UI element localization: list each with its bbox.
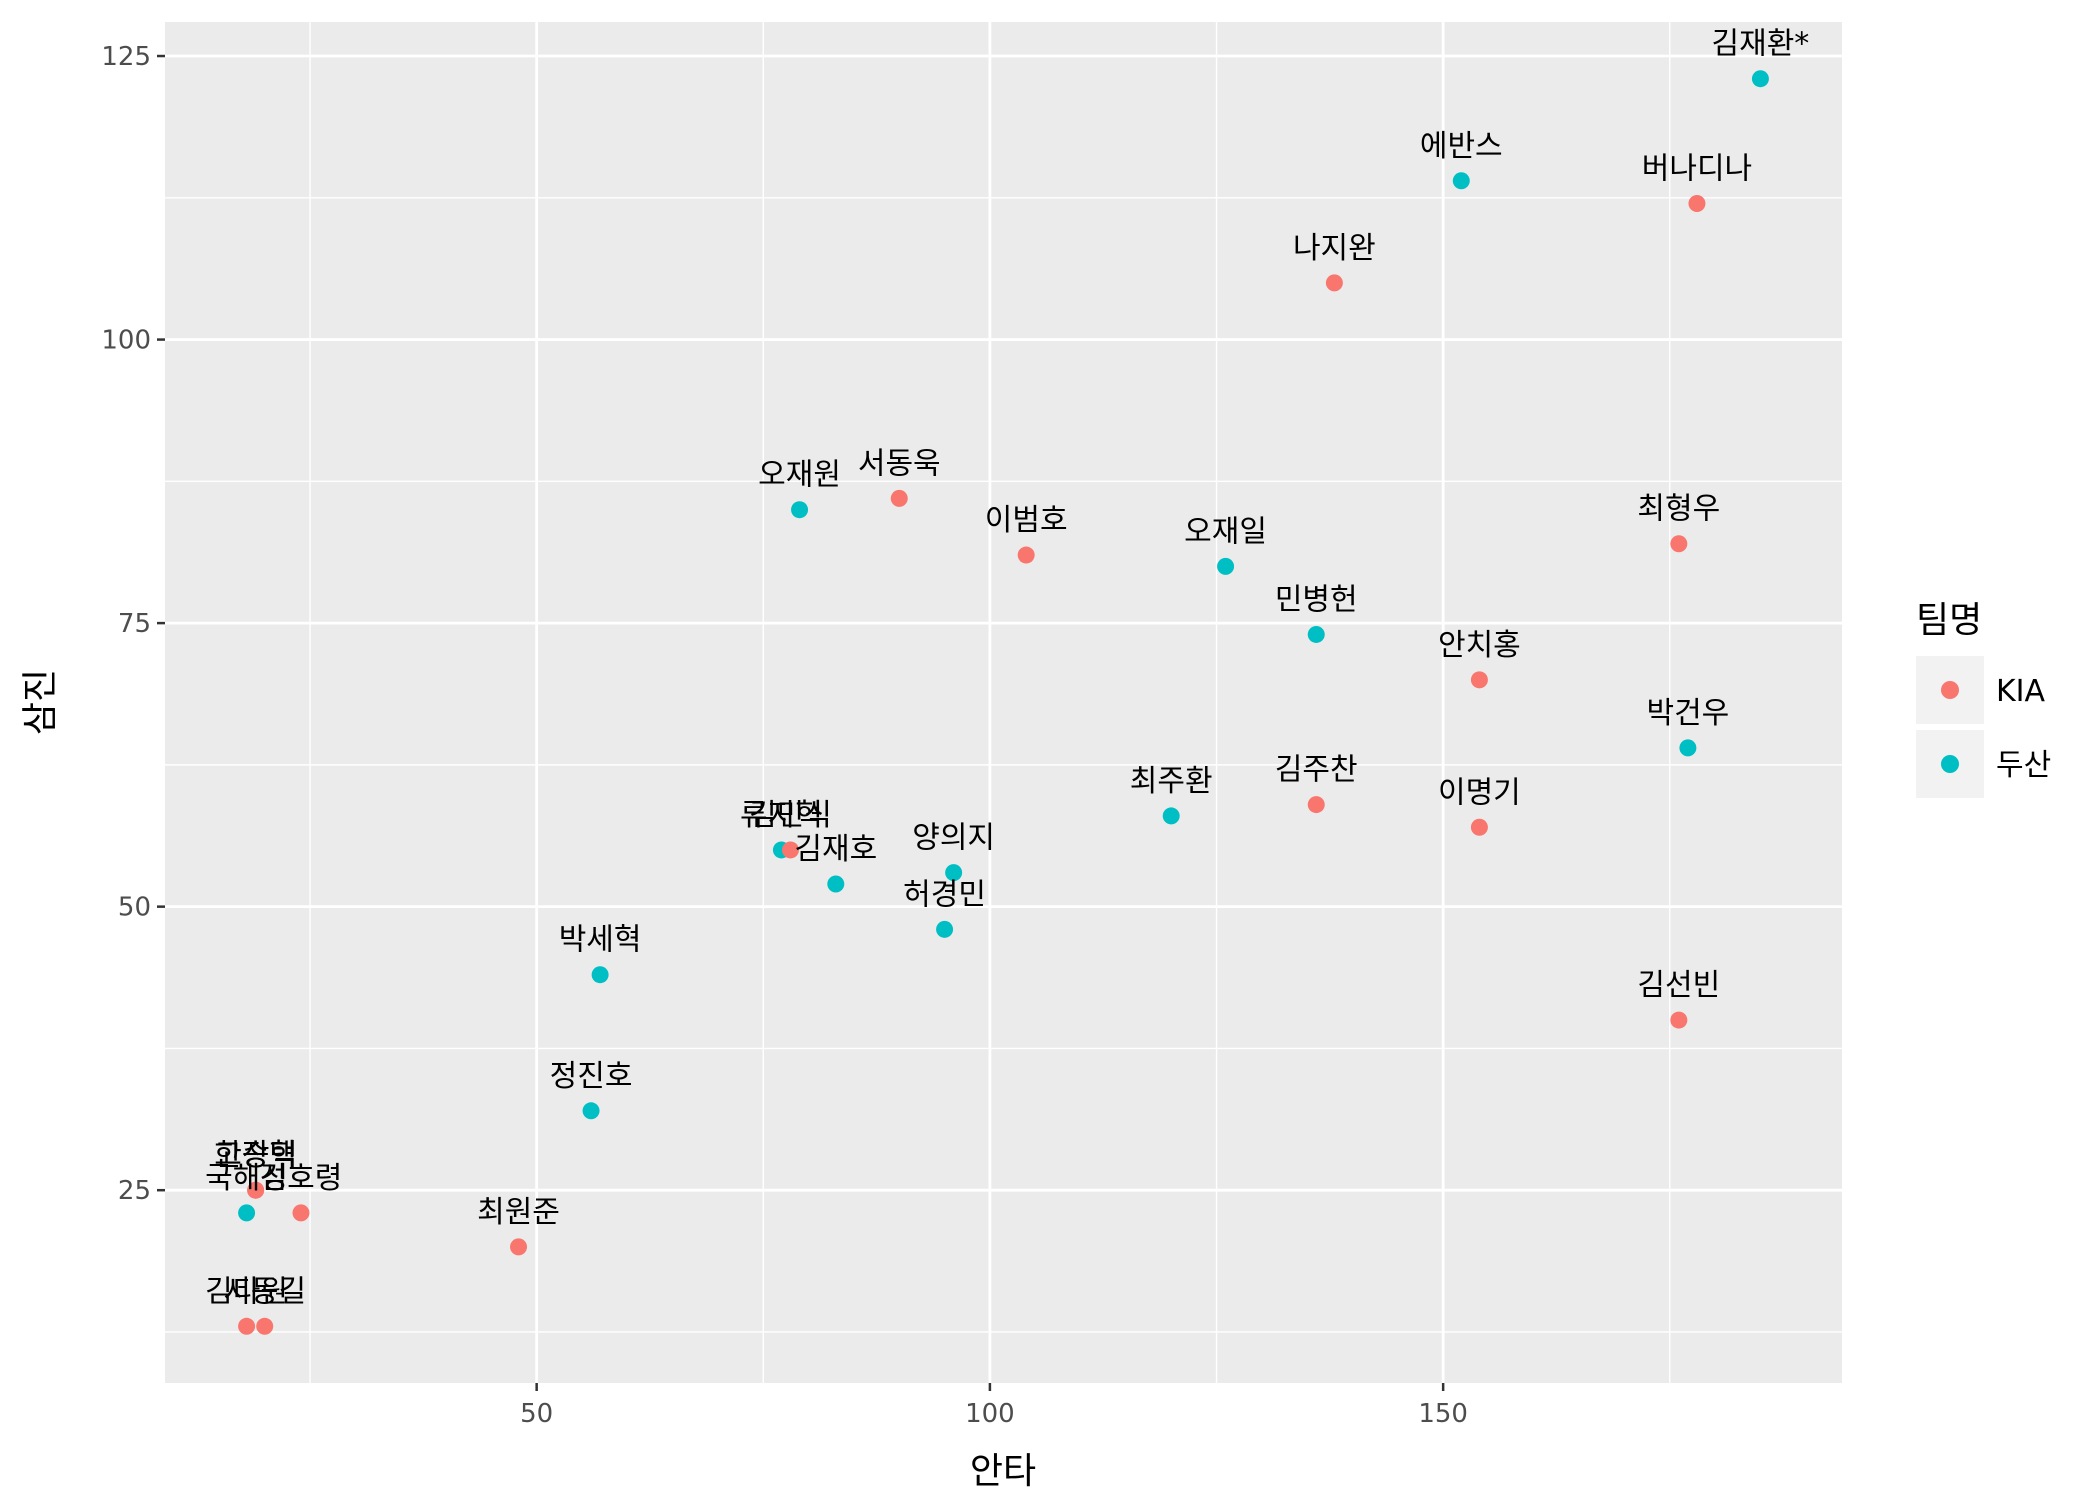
data-point: [1670, 1011, 1688, 1029]
point-label: 김선빈: [1637, 968, 1720, 1003]
x-tick-label: 100: [965, 1399, 1015, 1429]
data-point: [1307, 625, 1325, 643]
data-point: [936, 920, 954, 938]
point-label: 민병헌: [1275, 582, 1358, 617]
y-tick-label: 50: [118, 893, 151, 923]
point-label: 허경민: [903, 877, 986, 912]
data-point: [945, 864, 963, 882]
minor-gridlines: [165, 22, 1842, 1383]
data-point: [1470, 671, 1488, 689]
data-point: [1325, 274, 1343, 292]
data-point: [1217, 557, 1235, 575]
y-axis-title: 삼진: [20, 669, 61, 735]
data-point: [791, 501, 809, 519]
data-point: [1162, 807, 1180, 825]
data-point: [1017, 546, 1035, 564]
point-label: 김다원: [205, 1274, 288, 1309]
data-point: [238, 1317, 256, 1335]
point-label: 김호령: [260, 1161, 343, 1196]
point-label: 김재환*: [1712, 27, 1810, 62]
point-label: 나지완: [1293, 231, 1376, 266]
point-label: 오재원: [758, 458, 841, 493]
x-axis: 50 100 150: [520, 1383, 1468, 1429]
data-point: [582, 1102, 600, 1120]
data-point: [238, 1204, 256, 1222]
data-point: [256, 1317, 274, 1335]
data-point: [510, 1238, 528, 1256]
data-points: [238, 70, 1769, 1335]
point-label: 서동욱: [858, 446, 941, 481]
data-point: [1470, 818, 1488, 836]
legend-label-kia: KIA: [1996, 674, 2046, 709]
point-label: 김민식: [749, 798, 832, 833]
data-point: [247, 1181, 265, 1199]
y-axis: 25 50 75 100 125: [101, 42, 165, 1206]
y-tick-label: 75: [118, 609, 151, 639]
point-label: 김주찬: [1275, 753, 1358, 788]
legend-key-dot-kia: [1941, 681, 1959, 699]
point-label: 버나디나: [1642, 151, 1752, 186]
legend-key-dot-doosan: [1941, 755, 1959, 773]
data-point: [827, 875, 845, 893]
legend-title: 팀명: [1916, 600, 1982, 641]
data-point: [292, 1204, 310, 1222]
y-tick-label: 25: [118, 1176, 151, 1206]
data-point: [781, 841, 799, 859]
x-tick-label: 50: [520, 1399, 553, 1429]
legend-item-doosan: 두산: [1916, 730, 2051, 798]
data-point: [1679, 739, 1697, 757]
point-label: 서동길: [223, 1274, 306, 1309]
major-gridlines: [165, 22, 1842, 1383]
point-label: 박세혁: [559, 923, 642, 958]
point-label: 안치홍: [1438, 628, 1521, 663]
point-label: 고장혁: [214, 1138, 297, 1173]
point-label: 이범호: [985, 503, 1068, 538]
x-tick-label: 150: [1418, 1399, 1468, 1429]
data-point: [890, 489, 908, 507]
point-label: 류지혁: [740, 798, 823, 833]
data-point: [1670, 535, 1688, 553]
legend-label-doosan: 두산: [1996, 748, 2051, 783]
x-axis-title: 안타: [970, 1451, 1036, 1492]
point-label: 국해성: [205, 1161, 288, 1196]
point-label: 에반스: [1420, 129, 1503, 164]
legend: 팀명 KIA 두산: [1916, 600, 2051, 798]
point-label: 최주환: [1130, 764, 1213, 799]
y-tick-label: 125: [101, 42, 151, 72]
point-label: 김재호: [794, 832, 877, 867]
point-label: 한승택: [214, 1138, 297, 1173]
point-label: 최원준: [477, 1195, 560, 1230]
data-point: [1452, 172, 1470, 190]
plot-panel: [165, 22, 1842, 1383]
point-label: 오재일: [1184, 514, 1267, 549]
point-label: 정진호: [550, 1059, 633, 1094]
data-point: [1307, 796, 1325, 814]
data-point: [1751, 70, 1769, 88]
data-point: [591, 966, 609, 984]
y-tick-label: 100: [101, 326, 151, 356]
point-label: 최형우: [1637, 492, 1720, 527]
legend-item-kia: KIA: [1916, 656, 2046, 724]
point-label: 박건우: [1646, 696, 1729, 731]
data-point: [1688, 194, 1706, 212]
point-label: 양의지: [912, 821, 995, 856]
point-label: 이명기: [1438, 775, 1521, 810]
